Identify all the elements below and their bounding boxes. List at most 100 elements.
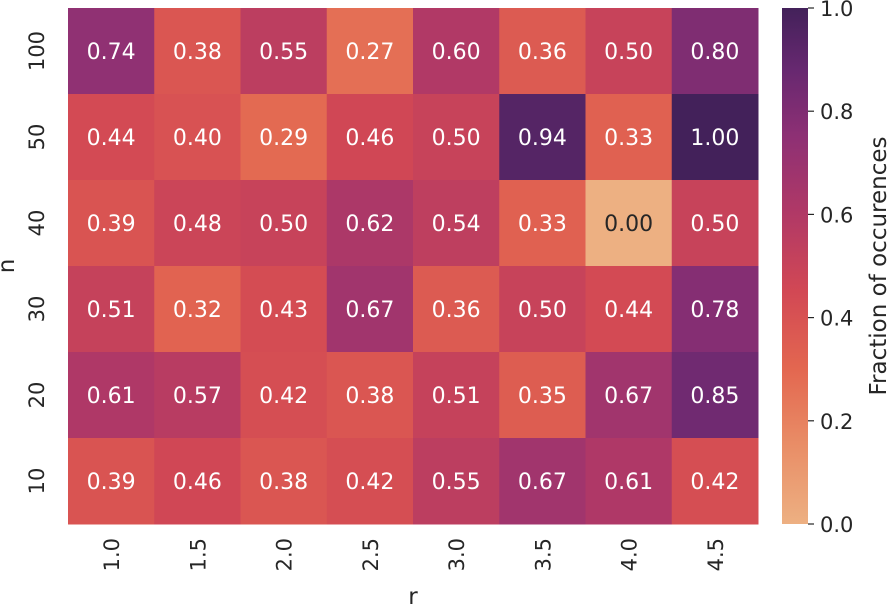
heatmap-cell [326,94,414,181]
y-tick-label: 10 [25,468,49,495]
heatmap-cell [326,8,414,95]
y-tick-label: 50 [25,124,49,151]
heatmap-cell [413,266,500,353]
heatmap-cell [499,352,586,439]
y-tick-label: 100 [25,31,49,71]
colorbar-tick-label: 0.0 [820,513,853,537]
heatmap-cell [154,438,241,525]
cell-value-label: 0.50 [604,40,653,65]
colorbar-tick-label: 0.4 [820,307,853,331]
cell-value-label: 0.62 [345,212,394,237]
heatmap-cell [585,8,673,95]
x-tick-label: 2.5 [359,538,383,571]
heatmap-cell [154,8,241,95]
y-tick-label: 30 [25,296,49,323]
cell-value-label: 0.44 [604,298,653,323]
heatmap-cell [671,8,759,95]
heatmap-cell [499,438,586,525]
colorbar [782,8,808,524]
y-tick-label: 20 [25,382,49,409]
heatmap-cell [326,352,414,439]
heatmap-cell [240,8,328,95]
cell-value-label: 0.67 [518,470,567,495]
x-tick-label: 3.0 [445,538,469,571]
x-tick-label: 4.5 [704,538,728,571]
heatmap-cell [240,438,328,525]
x-tick-label: 1.5 [186,538,210,571]
heatmap-cell [240,94,328,181]
cell-value-label: 0.42 [345,470,394,495]
cell-value-label: 0.67 [345,298,394,323]
cell-value-label: 0.54 [432,212,481,237]
cell-value-label: 0.42 [259,384,308,409]
cell-value-label: 0.46 [345,126,394,151]
heatmap-cell [240,180,328,267]
heatmap-cell [154,352,241,439]
cell-value-label: 0.38 [173,40,222,65]
heatmap-cell [154,94,241,181]
heatmap-cell [68,180,155,267]
x-tick-label: 4.0 [618,538,642,571]
heatmap-cell [585,352,673,439]
heatmap-cell [585,266,673,353]
cell-value-label: 0.55 [432,470,481,495]
heatmap-cell [499,180,586,267]
heatmap-cell [413,8,500,95]
heatmap-cell [671,352,759,439]
x-axis-ticks: 1.0 1.5 2.0 2.5 3.0 3.5 4.0 4.5 [100,538,728,571]
cell-value-label: 0.33 [604,126,653,151]
heatmap-cell [671,94,759,181]
colorbar-tick-label: 0.2 [820,410,853,434]
x-tick-label: 3.5 [531,538,555,571]
x-axis-label: r [408,584,418,608]
cell-value-label: 0.67 [604,384,653,409]
heatmap-cell [326,438,414,525]
heatmap-cell [68,438,155,525]
cell-value-label: 0.60 [432,40,481,65]
heatmap-cell [671,438,759,525]
heatmap-cell [68,8,155,95]
cell-value-label: 0.51 [87,298,136,323]
cell-value-label: 0.94 [518,126,567,151]
heatmap-cell [585,180,673,267]
heatmap-cell [413,94,500,181]
cell-value-label: 0.51 [432,384,481,409]
cell-value-label: 0.85 [690,384,739,409]
heatmap-cell [326,266,414,353]
cell-value-label: 0.57 [173,384,222,409]
cell-value-label: 0.43 [259,298,308,323]
cell-value-label: 0.78 [690,298,739,323]
heatmap-cell [240,266,328,353]
cell-value-label: 0.42 [690,470,739,495]
cell-value-label: 0.36 [432,298,481,323]
cell-value-label: 0.38 [259,470,308,495]
cell-value-label: 0.61 [87,384,136,409]
heatmap-cell [585,94,673,181]
heatmap-cell [413,352,500,439]
y-axis-ticks: 100 50 40 30 20 10 [25,31,49,494]
heatmap-cell [240,352,328,439]
heatmap-cell [499,266,586,353]
cell-value-label: 0.44 [87,126,136,151]
heatmap-cell [499,8,586,95]
heatmap-cell [68,266,155,353]
cell-value-label: 0.40 [173,126,222,151]
heatmap-cell [154,180,241,267]
colorbar-tick-label: 0.8 [820,100,853,124]
cell-value-label: 0.33 [518,212,567,237]
cell-value-label: 0.39 [87,470,136,495]
cell-value-label: 0.46 [173,470,222,495]
heatmap-cell [413,438,500,525]
heatmap-cell [671,180,759,267]
heatmap-cell [671,266,759,353]
heatmap-cell [68,352,155,439]
cell-value-label: 0.38 [345,384,394,409]
cell-value-label: 0.50 [518,298,567,323]
cell-value-label: 0.36 [518,40,567,65]
heatmap-cell [68,94,155,181]
heatmap-cell-labels: 0.74 0.38 0.55 0.27 0.60 0.36 0.50 0.80 0.44 0.40… [87,40,740,495]
cell-value-label: 0.50 [432,126,481,151]
heatmap-cell [413,180,500,267]
cell-value-label: 0.39 [87,212,136,237]
